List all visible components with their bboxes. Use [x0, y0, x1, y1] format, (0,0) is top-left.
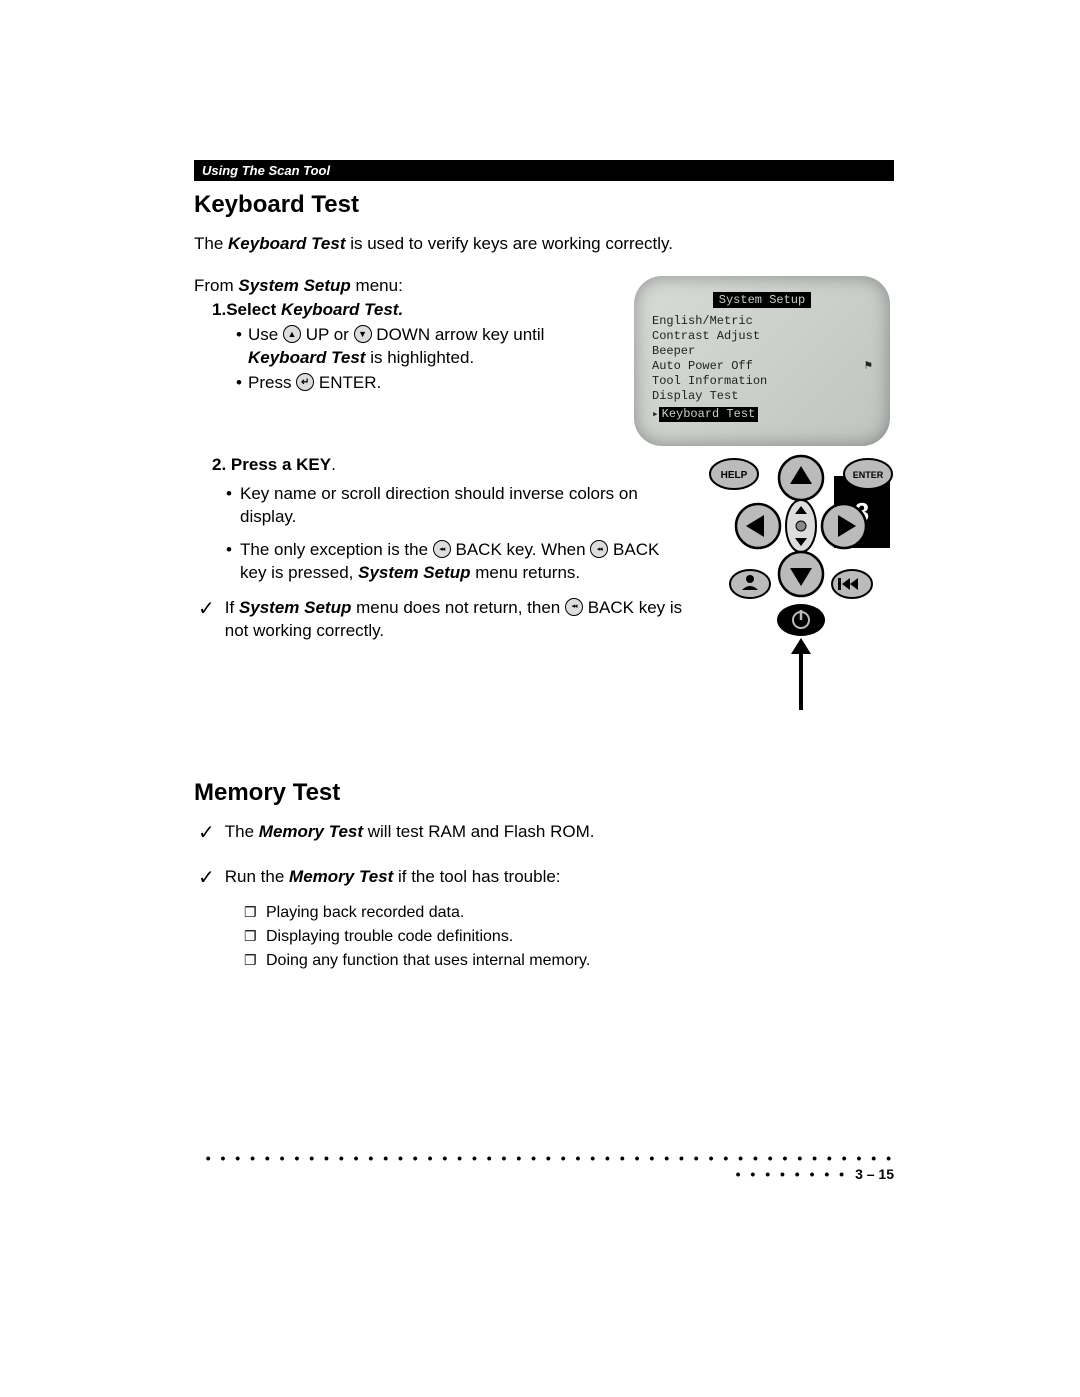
text: Use	[248, 325, 283, 344]
check-note: ✓ If System Setup menu does not return, …	[198, 597, 690, 643]
step1-bullet-2: Press ENTER.	[236, 372, 614, 395]
text-bold: Memory Test	[289, 867, 393, 886]
svg-text:HELP: HELP	[721, 470, 748, 481]
memory-test-heading: Memory Test	[194, 779, 894, 807]
text: DOWN arrow key until	[372, 325, 545, 344]
checkmark-icon: ✓	[198, 866, 215, 889]
text: ENTER.	[314, 373, 381, 392]
back-icon	[433, 540, 451, 558]
text: From	[194, 276, 238, 295]
list-item: Doing any function that uses internal me…	[244, 949, 894, 973]
checkmark-icon: ✓	[198, 821, 215, 844]
step2-bullet-2: The only exception is the BACK key. When…	[226, 539, 690, 585]
text: The	[225, 822, 259, 841]
keyboard-test-heading: Keyboard Test	[194, 191, 894, 219]
text: menu does not return, then	[351, 598, 565, 617]
checkmark-icon: ✓	[198, 597, 215, 643]
lcd-line: Beeper	[652, 344, 872, 359]
back-icon	[565, 598, 583, 616]
text-bold: System Setup	[358, 563, 470, 582]
text: menu returns.	[471, 563, 581, 582]
text: Select	[226, 300, 281, 319]
text: Run the	[225, 867, 289, 886]
keypad-illustration: HELP ENTER	[708, 454, 894, 719]
text: The	[194, 234, 228, 253]
lcd-line: Auto Power Off⚑	[652, 359, 872, 374]
memory-trouble-list: Playing back recorded data. Displaying t…	[244, 901, 894, 973]
text-bold: Press a KEY	[226, 455, 331, 474]
footer-dots: • • • • • • • • • • • • • • • • • • • • …	[206, 1150, 894, 1182]
text-bold: Keyboard Test.	[281, 300, 403, 319]
header-bar: Using The Scan Tool	[194, 160, 894, 181]
lcd-line: English/Metric	[652, 314, 872, 329]
down-icon	[354, 325, 372, 343]
memory-check-1: ✓ The Memory Test will test RAM and Flas…	[198, 821, 894, 844]
svg-text:ENTER: ENTER	[853, 470, 884, 480]
step1-head: 1.Select Keyboard Test.	[212, 300, 614, 320]
text-bold: Memory Test	[259, 822, 363, 841]
page-content: Using The Scan Tool Keyboard Test The Ke…	[194, 160, 894, 973]
back-icon	[590, 540, 608, 558]
up-icon	[283, 325, 301, 343]
text-bold: Keyboard Test	[248, 348, 365, 367]
enter-icon	[296, 373, 314, 391]
text-bold: Keyboard Test	[228, 234, 345, 253]
lcd-line: Tool Information	[652, 374, 872, 389]
text: is highlighted.	[365, 348, 474, 367]
text: if the tool has trouble:	[393, 867, 560, 886]
keyboard-intro: The Keyboard Test is used to verify keys…	[194, 233, 894, 256]
text: Press	[248, 373, 296, 392]
text: BACK key. When	[451, 540, 591, 559]
step2-head: 2. Press a KEY.	[212, 454, 690, 477]
list-item: Displaying trouble code definitions.	[244, 925, 894, 949]
step2-bullet-1: Key name or scroll direction should inve…	[226, 483, 690, 529]
text: UP or	[301, 325, 354, 344]
text: will test RAM and Flash ROM.	[363, 822, 594, 841]
lcd-line: Contrast Adjust	[652, 329, 872, 344]
lcd-title: System Setup	[713, 292, 811, 308]
lcd-highlighted-line: ▸Keyboard Test	[652, 404, 872, 423]
text: The only exception is the	[240, 540, 433, 559]
step-number: 2.	[212, 455, 226, 474]
text-bold: System Setup	[239, 598, 351, 617]
text: is used to verify keys are working corre…	[346, 234, 674, 253]
step1-bullet-1: Use UP or DOWN arrow key until Keyboard …	[236, 324, 614, 370]
list-item: Playing back recorded data.	[244, 901, 894, 925]
step2-column: 2. Press a KEY. Key name or scroll direc…	[194, 454, 690, 719]
memory-check-2: ✓ Run the Memory Test if the tool has tr…	[198, 866, 894, 889]
lcd-line: Display Test	[652, 389, 872, 404]
from-line: From System Setup menu:	[194, 276, 614, 296]
text: menu:	[351, 276, 403, 295]
text-bold: System Setup	[238, 276, 350, 295]
page-number: 3 – 15	[855, 1166, 894, 1182]
text: If	[225, 598, 239, 617]
lcd-screen-illustration: System Setup English/Metric Contrast Adj…	[634, 276, 894, 446]
step1-column: From System Setup menu: 1.Select Keyboar…	[194, 276, 614, 446]
step-number: 1.	[212, 300, 226, 319]
text: .	[331, 455, 336, 474]
memory-test-section: Memory Test ✓ The Memory Test will test …	[194, 779, 894, 973]
page-footer: • • • • • • • • • • • • • • • • • • • • …	[194, 1150, 894, 1182]
